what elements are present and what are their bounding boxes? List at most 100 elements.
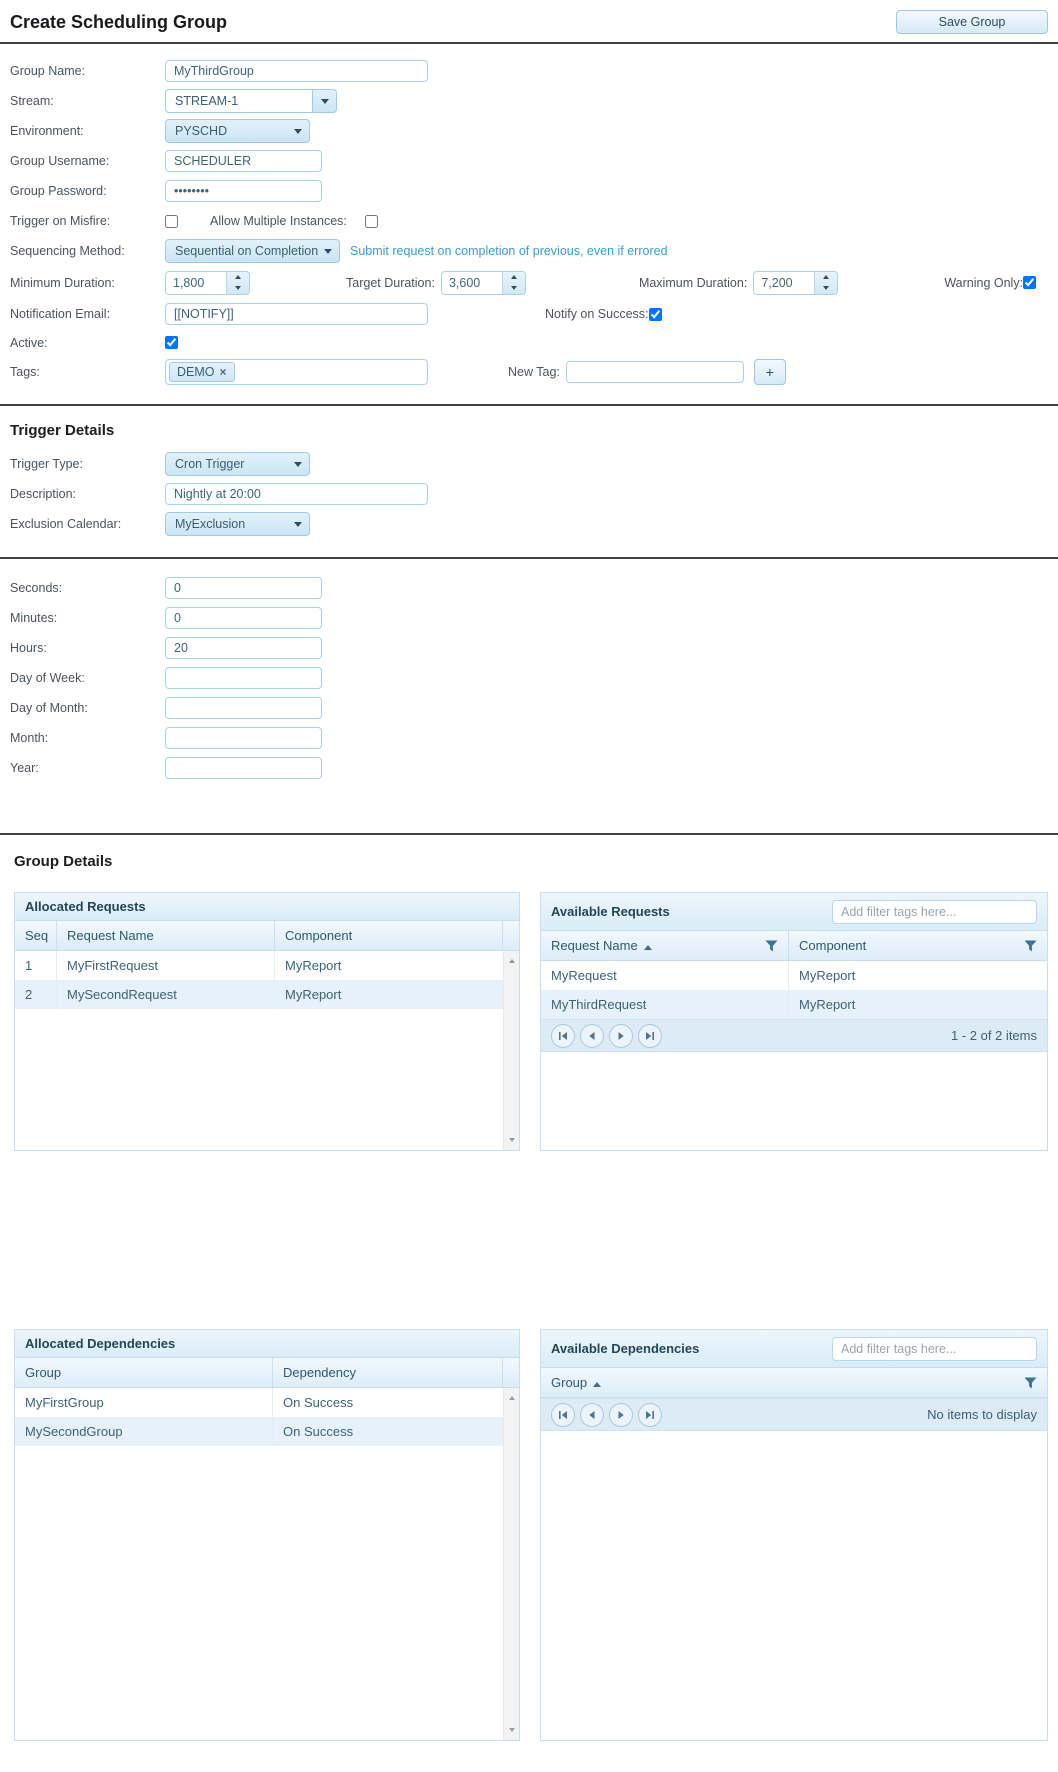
next-page-button[interactable] [609,1403,633,1427]
filter-tags-input[interactable] [832,1337,1037,1361]
spin-up-icon[interactable] [503,272,525,283]
allocated-dependencies-title: Allocated Dependencies [25,1336,175,1351]
minimum-duration-input[interactable] [166,272,226,294]
trigger-type-label: Trigger Type: [10,457,165,471]
trigger-type-dropdown[interactable]: Cron Trigger [165,452,310,476]
day-of-month-label: Day of Month: [10,701,165,715]
tags-field[interactable]: DEMO × [165,359,428,385]
column-header-seq[interactable]: Seq [15,921,57,950]
environment-dropdown[interactable]: PYSCHD [165,119,310,143]
pager: No items to display [541,1398,1047,1431]
table-row[interactable]: MyThirdRequest MyReport [541,990,1047,1019]
exclusion-calendar-label: Exclusion Calendar: [10,517,165,531]
active-checkbox[interactable] [165,336,178,349]
stream-label: Stream: [10,94,165,108]
column-header-group[interactable]: Group [15,1358,273,1387]
spin-down-icon[interactable] [503,283,525,294]
trigger-type-value: Cron Trigger [175,457,244,471]
scroll-up-icon[interactable] [504,953,519,969]
minutes-label: Minutes: [10,611,165,625]
tag-chip[interactable]: DEMO × [169,362,235,382]
maximum-duration-stepper[interactable] [753,271,838,295]
exclusion-calendar-dropdown[interactable]: MyExclusion [165,512,310,536]
group-password-label: Group Password: [10,184,165,198]
column-header-request-name[interactable]: Request Name [541,931,789,960]
filter-icon[interactable] [765,940,778,952]
table-row[interactable]: MySecondGroup On Success [15,1417,503,1446]
minimum-duration-label: Minimum Duration: [10,276,165,290]
day-of-month-input[interactable] [165,697,322,719]
hours-input[interactable] [165,637,322,659]
remove-tag-icon[interactable]: × [220,366,227,378]
minutes-input[interactable] [165,607,322,629]
filter-icon[interactable] [1024,1377,1037,1389]
day-of-week-input[interactable] [165,667,322,689]
notify-on-success-checkbox[interactable] [649,308,662,321]
trigger-details-heading: Trigger Details [10,422,1058,439]
column-header-dependency[interactable]: Dependency [273,1358,503,1387]
group-username-input[interactable] [165,150,322,172]
maximum-duration-input[interactable] [754,272,814,294]
chevron-down-icon [294,522,302,527]
chevron-down-icon[interactable] [312,90,336,112]
new-tag-input[interactable] [566,361,744,383]
last-page-button[interactable] [638,1024,662,1048]
save-group-button[interactable]: Save Group [896,10,1048,34]
spin-up-icon[interactable] [815,272,837,283]
minimum-duration-stepper[interactable] [165,271,250,295]
available-dependencies-title: Available Dependencies [551,1341,699,1356]
notification-email-input[interactable] [165,303,428,325]
seconds-input[interactable] [165,577,322,599]
previous-page-button[interactable] [580,1403,604,1427]
chevron-down-icon [324,249,332,254]
notify-on-success-label: Notify on Success: [545,307,649,321]
column-header-component[interactable]: Component [789,931,1047,960]
group-username-label: Group Username: [10,154,165,168]
stream-value: STREAM-1 [166,94,247,108]
target-duration-stepper[interactable] [441,271,526,295]
table-row[interactable]: 1 MyFirstRequest MyReport [15,951,503,980]
warning-only-label: Warning Only: [944,276,1023,290]
hours-label: Hours: [10,641,165,655]
table-row[interactable]: MyRequest MyReport [541,961,1047,990]
group-password-input[interactable] [165,180,322,202]
spin-down-icon[interactable] [815,283,837,294]
first-page-button[interactable] [551,1024,575,1048]
scroll-down-icon[interactable] [504,1132,519,1148]
spin-up-icon[interactable] [227,272,249,283]
stream-dropdown[interactable]: STREAM-1 [165,89,337,113]
page-header: Create Scheduling Group Save Group [0,0,1058,42]
vertical-scrollbar[interactable] [503,951,519,1150]
table-row[interactable]: MyFirstGroup On Success [15,1388,503,1417]
sequencing-method-dropdown[interactable]: Sequential on Completion [165,239,340,263]
sequencing-method-hint: Submit request on completion of previous… [350,244,668,258]
target-duration-label: Target Duration: [346,276,435,290]
description-input[interactable] [165,483,428,505]
table-row[interactable]: 2 MySecondRequest MyReport [15,980,503,1009]
vertical-scrollbar[interactable] [503,1388,519,1740]
filter-tags-input[interactable] [832,900,1037,924]
column-header-group[interactable]: Group [541,1368,1047,1397]
year-input[interactable] [165,757,322,779]
filter-icon[interactable] [1024,940,1037,952]
column-header-request-name[interactable]: Request Name [57,921,275,950]
chevron-down-icon [294,129,302,134]
allow-multiple-instances-checkbox[interactable] [365,215,378,228]
trigger-on-misfire-checkbox[interactable] [165,215,178,228]
last-page-button[interactable] [638,1403,662,1427]
previous-page-button[interactable] [580,1024,604,1048]
target-duration-input[interactable] [442,272,502,294]
month-input[interactable] [165,727,322,749]
active-label: Active: [10,336,165,350]
spin-down-icon[interactable] [227,283,249,294]
group-name-input[interactable] [165,60,428,82]
add-tag-button[interactable]: + [754,359,786,385]
group-name-label: Group Name: [10,64,165,78]
next-page-button[interactable] [609,1024,633,1048]
warning-only-checkbox[interactable] [1023,276,1036,289]
column-header-component[interactable]: Component [275,921,503,950]
first-page-button[interactable] [551,1403,575,1427]
trigger-on-misfire-label: Trigger on Misfire: [10,214,165,228]
scroll-down-icon[interactable] [504,1722,519,1738]
scroll-up-icon[interactable] [504,1390,519,1406]
